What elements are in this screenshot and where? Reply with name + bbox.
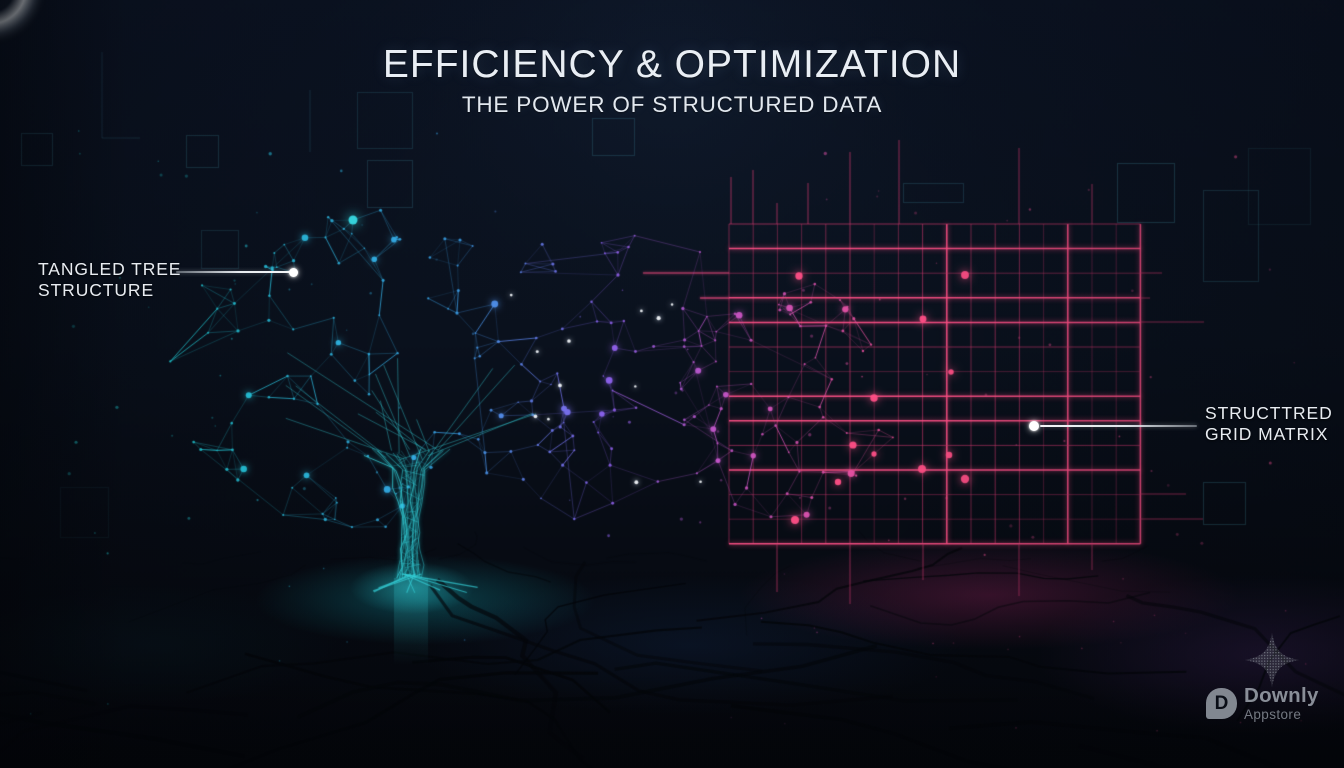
page-subtitle: THE POWER OF STRUCTURED DATA [461,91,883,117]
downly-logo-icon: D [1206,688,1237,720]
brand-row: D Downly Appstore [1206,684,1319,722]
callout-tangled-tree-label: TANGLED TREE STRUCTURE [38,259,182,301]
header: EFFICIENCY & OPTIMIZATION THE POWER OF S… [0,43,1344,118]
brand-subtitle: Appstore [1244,706,1302,722]
brand-name: Downly [1244,684,1319,707]
watermark-downly: D Downly Appstore [1204,632,1344,768]
callout-grid-matrix-label: STRUCTTRED GRID MATRIX [1205,403,1333,445]
leader-line-right [1040,425,1197,427]
leader-line-left [176,271,293,273]
page-title: EFFICIENCY & OPTIMIZATION [382,43,962,86]
callout-dot-left [289,268,298,277]
callout-dot-right [1029,421,1039,431]
sparkle-icon [1244,632,1300,688]
